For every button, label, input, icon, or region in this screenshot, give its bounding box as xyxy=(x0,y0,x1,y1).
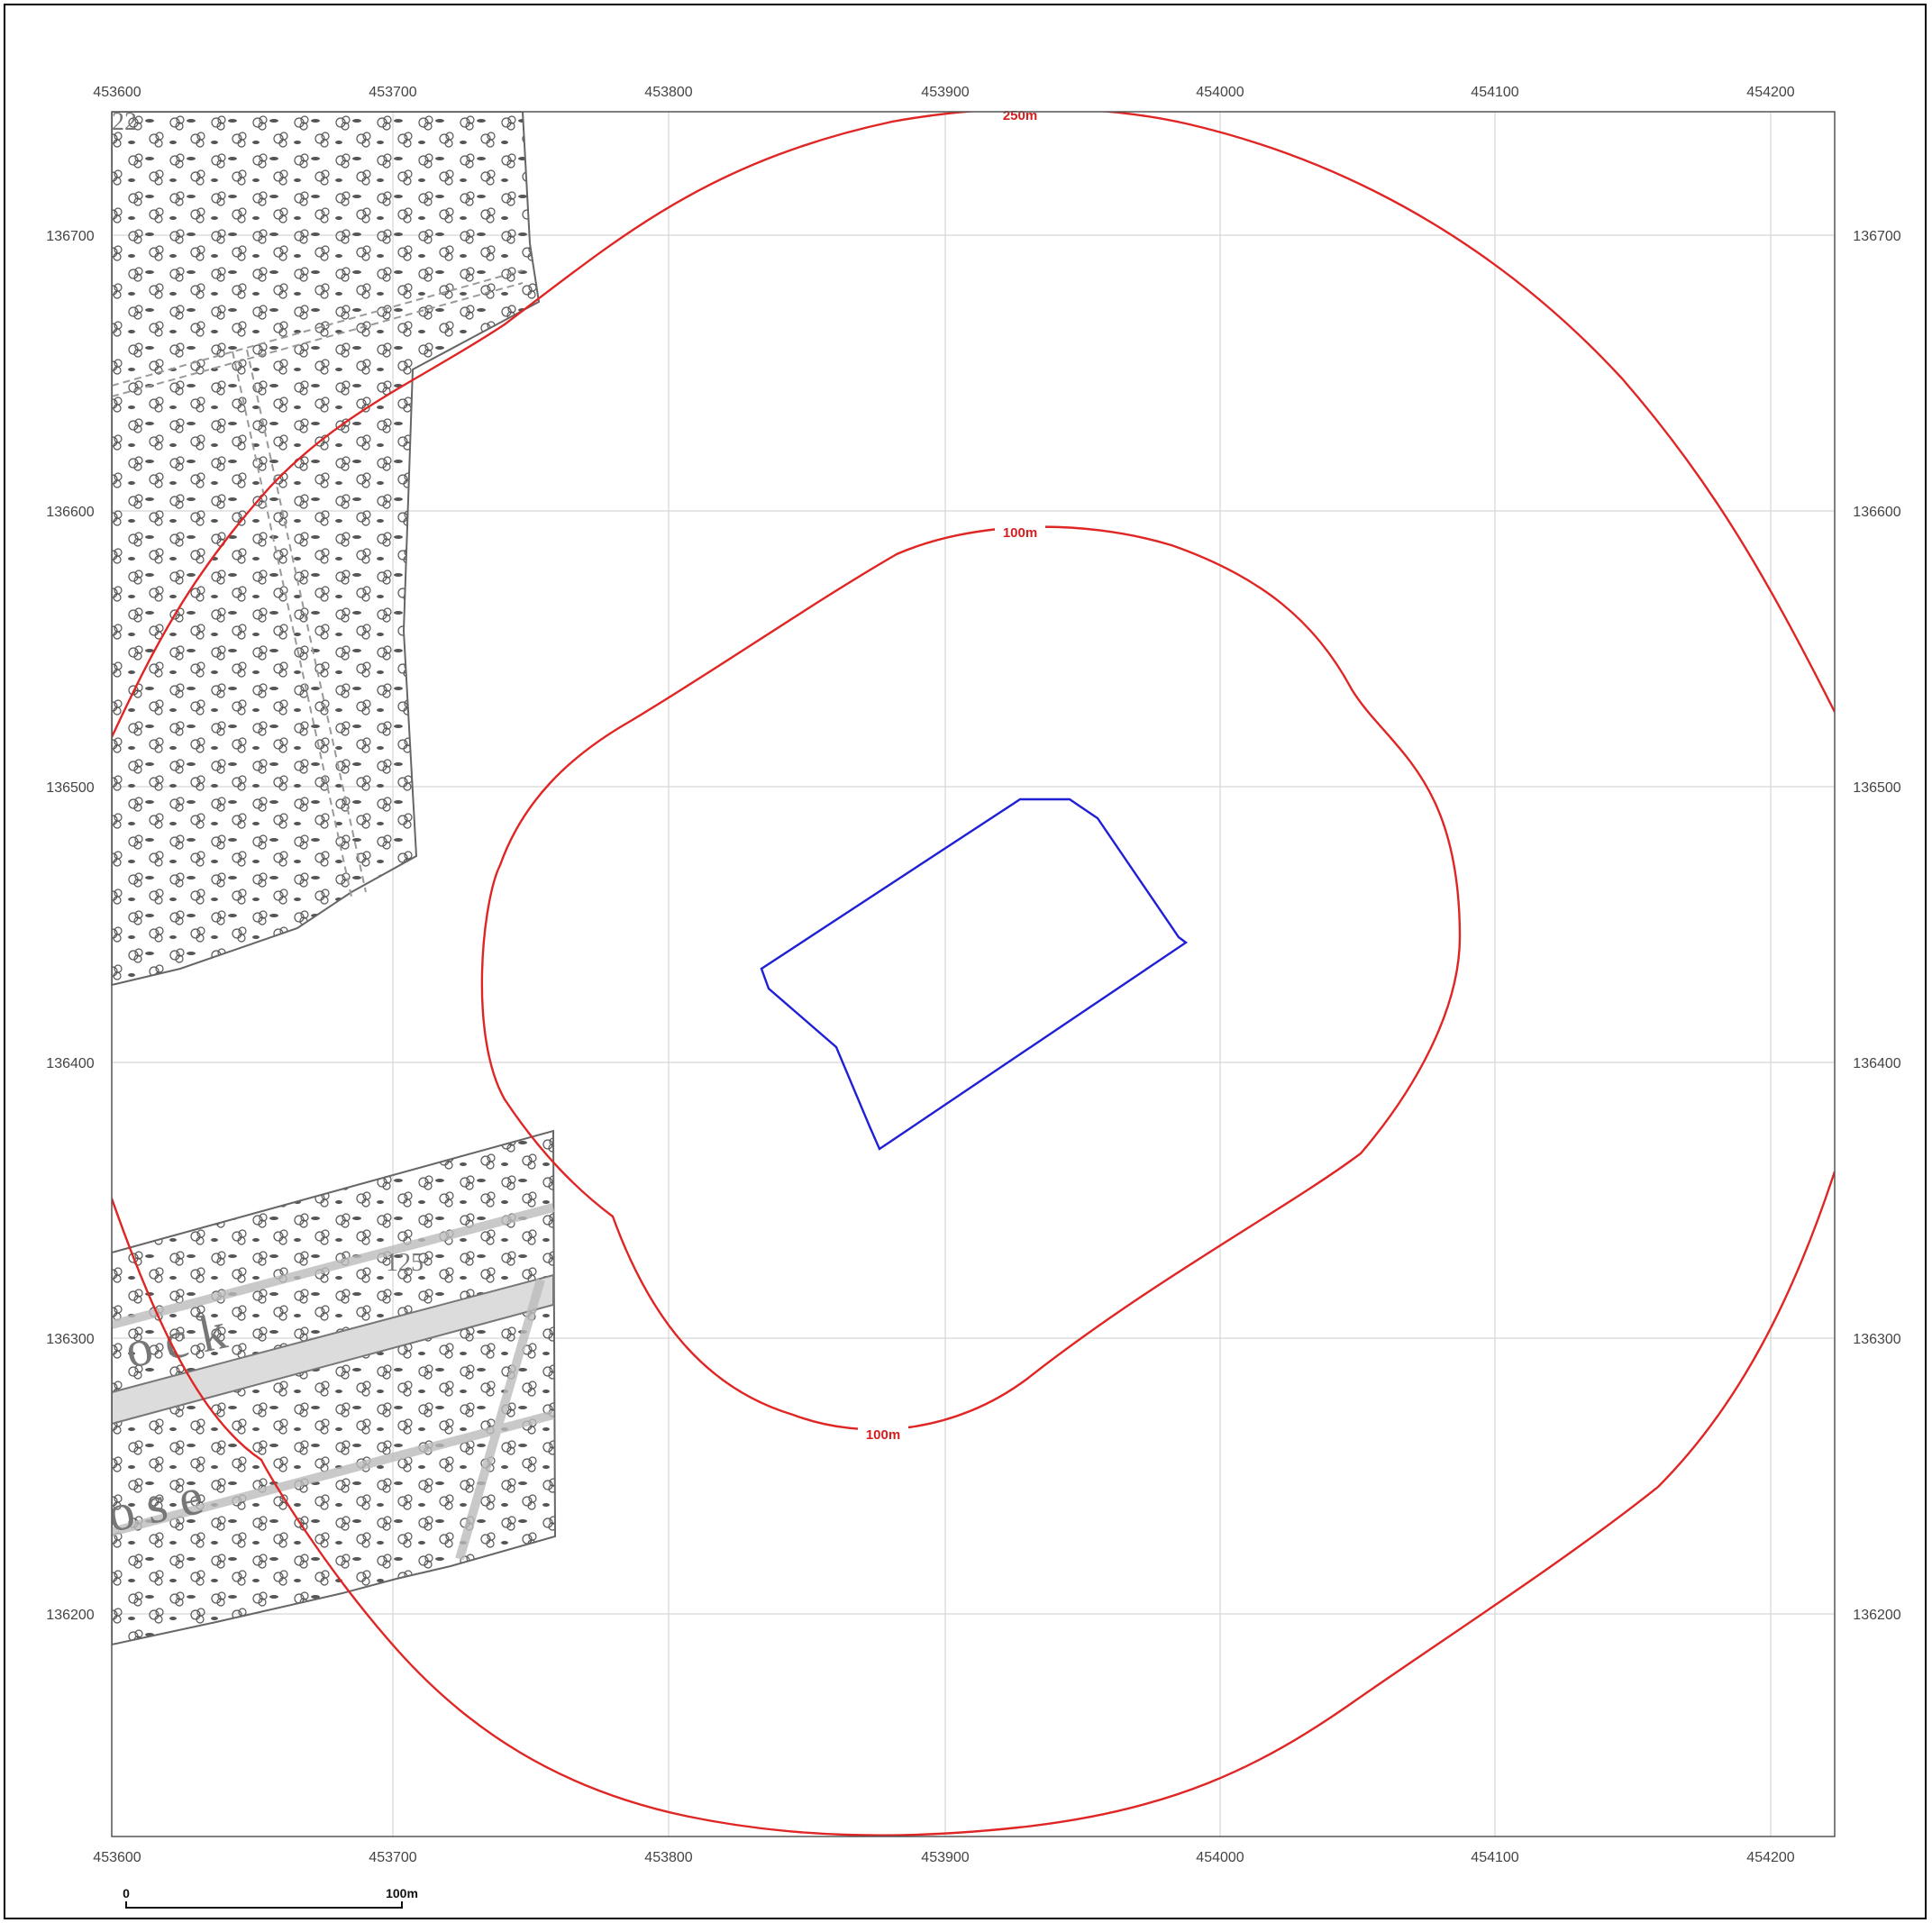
x-tick-top-454200: 454200 xyxy=(1746,85,1794,100)
x-tick-bottom-453600: 453600 xyxy=(93,1850,141,1865)
scale-end-label: 100m xyxy=(386,1886,418,1900)
y-axis-left: 136700 136600 136500 136400 136300 13620… xyxy=(46,229,94,1623)
x-axis-top: 453600 453700 453800 453900 454000 45410… xyxy=(93,85,1794,100)
x-tick-bottom-453800: 453800 xyxy=(644,1850,692,1865)
y-tick-right-136500: 136500 xyxy=(1853,780,1900,796)
map-border xyxy=(111,111,1836,1837)
scale-bar-line xyxy=(125,1901,403,1909)
parcel-label-bottom: 125 xyxy=(386,1249,424,1277)
woodland-south xyxy=(112,1129,557,1646)
y-tick-left-136400: 136400 xyxy=(46,1056,94,1071)
x-axis-bottom: 453600 453700 453800 453900 454000 45410… xyxy=(93,1850,1794,1865)
buffer-250m-line[interactable] xyxy=(112,108,1835,1836)
site-boundary[interactable] xyxy=(760,797,1189,1151)
woodland-north xyxy=(112,112,541,987)
x-tick-top-453800: 453800 xyxy=(644,85,692,100)
x-tick-top-454100: 454100 xyxy=(1471,85,1518,100)
x-tick-bottom-454200: 454200 xyxy=(1746,1850,1794,1865)
basemap: 22 125 o c k o s e xyxy=(112,108,557,1646)
track-south xyxy=(112,1203,555,1561)
y-axis-right: 136700 136600 136500 136400 136300 13620… xyxy=(1853,229,1900,1623)
x-tick-bottom-453900: 453900 xyxy=(921,1850,969,1865)
x-tick-top-454000: 454000 xyxy=(1196,85,1244,100)
scale-start-label: 0 xyxy=(123,1886,130,1900)
x-tick-bottom-453700: 453700 xyxy=(369,1850,416,1865)
x-tick-top-453900: 453900 xyxy=(921,85,969,100)
y-tick-right-136600: 136600 xyxy=(1853,505,1900,520)
buffer-label-100m-top: 100m xyxy=(1003,525,1037,541)
track-north xyxy=(112,269,524,898)
y-tick-right-136400: 136400 xyxy=(1853,1056,1900,1071)
x-tick-top-453700: 453700 xyxy=(369,85,416,100)
buffer-100m-line[interactable] xyxy=(480,525,1462,1431)
buffer-label-100m-bottom: 100m xyxy=(866,1427,900,1443)
x-tick-bottom-454000: 454000 xyxy=(1196,1850,1244,1865)
buffer-label-250m: 250m xyxy=(1003,108,1037,123)
x-tick-bottom-454100: 454100 xyxy=(1471,1850,1518,1865)
y-tick-right-136700: 136700 xyxy=(1853,229,1900,244)
y-tick-right-136200: 136200 xyxy=(1853,1608,1900,1623)
x-tick-top-453600: 453600 xyxy=(93,85,141,100)
scale-bar: 0 100m xyxy=(123,1886,418,1909)
y-tick-left-136200: 136200 xyxy=(46,1608,94,1623)
y-tick-right-136300: 136300 xyxy=(1853,1332,1900,1347)
y-tick-left-136700: 136700 xyxy=(46,229,94,244)
y-tick-left-136600: 136600 xyxy=(46,505,94,520)
y-tick-left-136500: 136500 xyxy=(46,780,94,796)
parcel-label-top: 22 xyxy=(112,108,137,136)
road-south xyxy=(112,1273,554,1426)
y-tick-left-136300: 136300 xyxy=(46,1332,94,1347)
